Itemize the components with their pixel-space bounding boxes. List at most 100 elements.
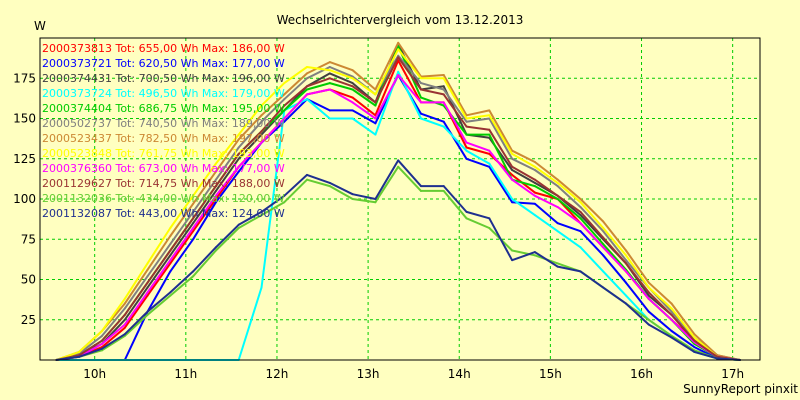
data-point xyxy=(556,185,559,188)
data-point xyxy=(237,226,240,229)
x-tick-label: 16h xyxy=(630,367,653,381)
data-point xyxy=(146,313,149,316)
data-point xyxy=(442,125,445,128)
data-point xyxy=(670,336,673,339)
legend-entry-6: 2000523437 Tot: 782,50 Wh Max: 197,00 W xyxy=(42,132,285,145)
data-point xyxy=(146,275,149,278)
data-point xyxy=(237,146,240,149)
data-point xyxy=(511,201,514,204)
legend-entry-2: 2000374431 Tot: 700,50 Wh Max: 196,00 W xyxy=(42,72,285,85)
data-point xyxy=(625,294,628,297)
data-point xyxy=(374,198,377,200)
data-point xyxy=(511,259,514,262)
data-point xyxy=(533,202,536,205)
data-point xyxy=(169,249,172,252)
legend-entry-0: 2000373813 Tot: 655,00 Wh Max: 186,00 W xyxy=(42,42,285,55)
data-point xyxy=(214,194,217,197)
data-point xyxy=(283,109,286,112)
data-point xyxy=(123,333,126,336)
data-point xyxy=(625,249,628,252)
data-point xyxy=(397,165,400,168)
data-point xyxy=(169,294,172,297)
data-point xyxy=(374,93,377,96)
y-tick-label: 50 xyxy=(21,273,36,287)
data-point xyxy=(579,214,582,217)
legend-entry-5: 2000502737 Tot: 740,50 Wh Max: 189,00 W xyxy=(42,117,285,130)
x-tick-label: 15h xyxy=(539,367,562,381)
data-point xyxy=(488,109,491,112)
data-point xyxy=(533,254,536,257)
y-tick-label: 150 xyxy=(13,112,36,126)
data-point xyxy=(351,101,354,104)
data-point xyxy=(192,238,195,241)
data-point xyxy=(306,85,309,88)
data-point xyxy=(283,104,286,107)
data-point xyxy=(579,206,582,209)
data-point xyxy=(465,217,468,220)
data-point xyxy=(214,185,217,188)
data-point xyxy=(419,88,422,91)
plot-frame xyxy=(39,37,761,361)
data-point xyxy=(693,346,696,349)
data-point xyxy=(192,230,195,233)
data-point xyxy=(670,318,673,321)
data-point xyxy=(397,70,400,73)
data-point xyxy=(625,281,628,284)
data-point xyxy=(283,117,286,120)
data-point xyxy=(260,141,263,144)
data-point xyxy=(260,210,263,213)
data-point xyxy=(533,191,536,194)
data-point xyxy=(237,223,240,226)
x-tick-label: 12h xyxy=(266,367,289,381)
y-tick-label: 125 xyxy=(13,152,36,166)
data-point xyxy=(465,125,468,128)
data-point xyxy=(169,259,172,262)
data-point xyxy=(488,114,491,117)
x-tick-label: 13h xyxy=(357,367,380,381)
data-point xyxy=(237,152,240,155)
data-point xyxy=(123,323,126,326)
data-point xyxy=(351,85,354,88)
data-point xyxy=(602,230,605,233)
data-point xyxy=(397,56,400,59)
data-point xyxy=(647,281,650,284)
data-point xyxy=(556,230,559,233)
data-point xyxy=(511,198,514,200)
data-point xyxy=(237,165,240,168)
data-point xyxy=(328,72,331,75)
data-point xyxy=(169,262,172,265)
data-point xyxy=(260,104,263,107)
data-point xyxy=(647,318,650,321)
data-point xyxy=(123,313,126,316)
data-point xyxy=(214,162,217,165)
data-point xyxy=(670,310,673,313)
data-point xyxy=(123,307,126,310)
data-point xyxy=(351,69,354,72)
data-point xyxy=(192,270,195,273)
data-point xyxy=(260,286,263,289)
data-point xyxy=(214,201,217,204)
data-point xyxy=(511,249,514,252)
data-point xyxy=(488,217,491,220)
data-point xyxy=(237,170,240,173)
data-point xyxy=(328,88,331,91)
data-point xyxy=(533,251,536,254)
data-point xyxy=(511,157,514,160)
data-point xyxy=(192,210,195,213)
data-point xyxy=(556,194,559,197)
data-point xyxy=(533,169,536,172)
data-point xyxy=(214,189,217,192)
legend-entry-4: 2000374404 Tot: 686,75 Wh Max: 195,00 W xyxy=(42,102,285,115)
data-point xyxy=(351,109,354,112)
data-point xyxy=(123,326,126,329)
data-point xyxy=(306,88,309,91)
data-point xyxy=(488,133,491,136)
footer-credit: SunnyReport pinxit xyxy=(683,382,798,396)
data-point xyxy=(647,310,650,313)
data-point xyxy=(169,291,172,294)
x-tick-label: 10h xyxy=(83,367,106,381)
data-point xyxy=(556,265,559,268)
data-point xyxy=(328,109,331,112)
data-point xyxy=(214,178,217,181)
data-point xyxy=(625,270,628,273)
